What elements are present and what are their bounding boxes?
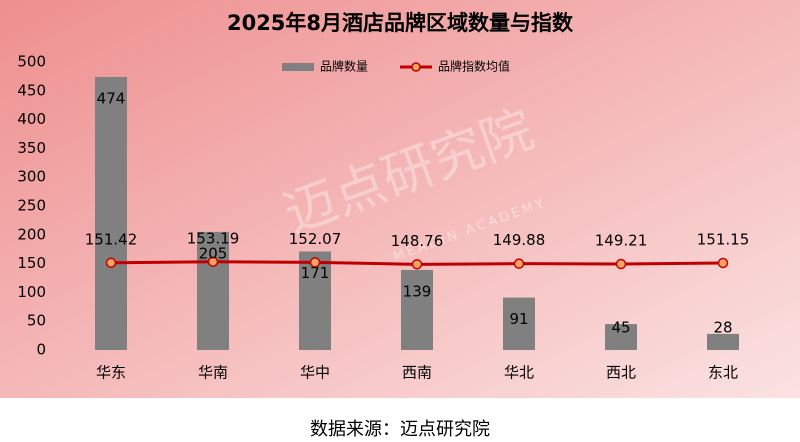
x-tick-label: 华东	[96, 364, 126, 382]
line-value-label: 153.19	[187, 229, 240, 247]
bar	[707, 333, 739, 350]
y-tick-label: 450	[17, 81, 46, 99]
x-tick-label: 华中	[300, 364, 330, 382]
line-marker	[207, 256, 219, 268]
bar	[299, 251, 331, 350]
bar-value-label: 474	[97, 89, 126, 107]
line-value-label: 151.15	[697, 230, 750, 248]
bar-value-label: 28	[713, 319, 732, 337]
x-tick-label: 华南	[198, 364, 228, 382]
line-marker	[309, 257, 321, 268]
line-value-label: 148.76	[391, 232, 444, 250]
y-tick-label: 100	[17, 283, 46, 301]
bar-value-label: 171	[301, 264, 330, 282]
x-tick-label: 东北	[708, 364, 738, 382]
bar	[503, 297, 535, 350]
bar	[401, 269, 433, 350]
x-tick-label: 西北	[606, 364, 636, 382]
chart-title: 2025年8月酒店品牌区域数量与指数	[227, 11, 574, 35]
legend-swatch	[282, 63, 314, 71]
line-marker	[411, 259, 423, 270]
line-value-label: 149.21	[595, 232, 648, 250]
y-tick-label: 300	[17, 168, 46, 186]
legend-label: 品牌指数均值	[438, 59, 510, 74]
bar	[605, 324, 637, 350]
y-tick-label: 150	[17, 254, 46, 272]
y-tick-label: 50	[27, 312, 46, 330]
bar-value-label: 139	[403, 282, 432, 300]
line-value-label: 152.07	[289, 230, 342, 248]
y-tick-label: 250	[17, 197, 46, 215]
bar	[95, 76, 127, 350]
line-value-label: 149.88	[493, 231, 546, 249]
y-tick-label: 200	[17, 225, 46, 243]
line-value-label: 151.42	[85, 230, 138, 248]
bar-value-label: 205	[199, 244, 228, 262]
bar	[197, 231, 229, 350]
line-marker	[717, 257, 729, 269]
bar-value-label: 45	[611, 319, 630, 337]
legend-swatch-marker	[411, 62, 421, 72]
y-tick-label: 0	[36, 341, 46, 359]
y-tick-label: 500	[17, 53, 46, 71]
line-marker	[615, 258, 627, 270]
source-note: 数据来源：迈点研究院	[310, 419, 490, 440]
line-marker	[105, 257, 117, 269]
y-tick-label: 350	[17, 139, 46, 157]
y-tick-label: 400	[17, 110, 46, 128]
x-tick-label: 西南	[402, 364, 432, 382]
legend-label: 品牌数量	[320, 59, 368, 74]
x-tick-label: 华北	[504, 364, 534, 382]
bar-value-label: 91	[509, 310, 528, 328]
footer-background	[0, 398, 800, 442]
line-marker	[513, 258, 525, 269]
